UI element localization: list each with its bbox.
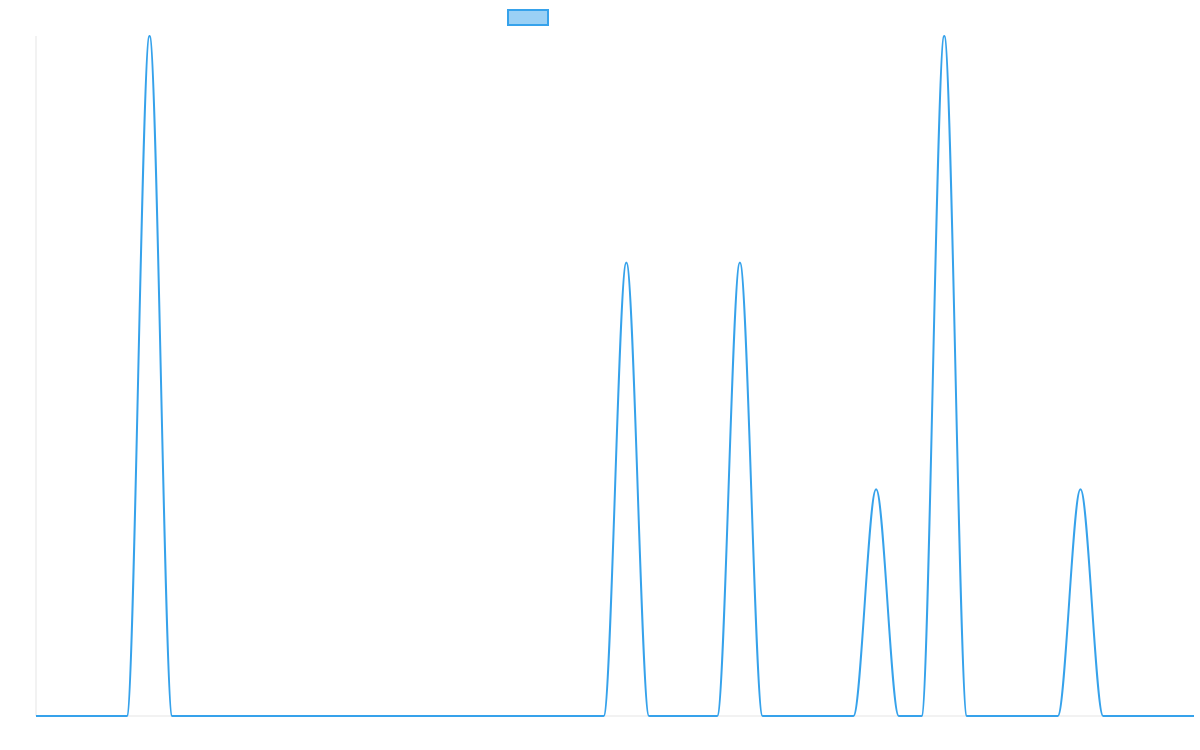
- data-point: [192, 713, 198, 719]
- data-point: [964, 713, 970, 719]
- axes: [35, 36, 1194, 717]
- data-point: [1123, 713, 1129, 719]
- data-point: [1077, 486, 1083, 492]
- data-point: [1009, 713, 1015, 719]
- data-point: [1100, 713, 1106, 719]
- data-point: [623, 260, 629, 266]
- data-point: [578, 713, 584, 719]
- data-point: [805, 713, 811, 719]
- data-point: [283, 713, 289, 719]
- data-point: [1032, 713, 1038, 719]
- data-point: [782, 713, 788, 719]
- data-point: [691, 713, 697, 719]
- data-point: [101, 713, 107, 719]
- data-point: [351, 713, 357, 719]
- data-point: [714, 713, 720, 719]
- data-point: [1191, 713, 1197, 719]
- data-point: [1055, 713, 1061, 719]
- data-point: [124, 713, 130, 719]
- data-point: [169, 713, 175, 719]
- data-point: [555, 713, 561, 719]
- series-line-0: [36, 35, 1194, 717]
- data-point: [419, 713, 425, 719]
- data-point: [896, 713, 902, 719]
- data-point: [237, 713, 243, 719]
- data-point: [828, 713, 834, 719]
- data-point: [56, 713, 62, 719]
- data-point: [737, 260, 743, 266]
- data-point: [873, 486, 879, 492]
- data-point: [215, 713, 221, 719]
- legend[interactable]: [507, 9, 549, 26]
- data-point: [533, 713, 539, 719]
- data-point: [442, 713, 448, 719]
- data-point: [260, 713, 266, 719]
- data-point: [760, 713, 766, 719]
- data-point: [1146, 713, 1152, 719]
- data-point: [374, 713, 380, 719]
- data-point: [646, 713, 652, 719]
- data-point: [305, 713, 311, 719]
- data-point: [601, 713, 607, 719]
- data-point: [510, 713, 516, 719]
- data-point: [328, 713, 334, 719]
- data-point: [396, 713, 402, 719]
- data-point: [33, 713, 39, 719]
- data-point: [850, 713, 856, 719]
- data-point: [464, 713, 470, 719]
- data-point: [78, 713, 84, 719]
- series-layer: [33, 33, 1197, 719]
- data-point: [919, 713, 925, 719]
- data-point: [941, 33, 947, 39]
- data-point: [669, 713, 675, 719]
- data-point: [1168, 713, 1174, 719]
- data-point: [487, 713, 493, 719]
- data-point: [147, 33, 153, 39]
- data-point: [987, 713, 993, 719]
- legend-swatch-0[interactable]: [507, 9, 549, 26]
